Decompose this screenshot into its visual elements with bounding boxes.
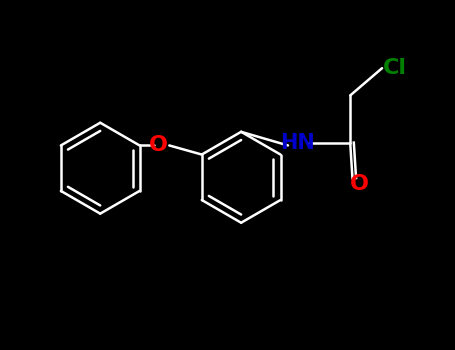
Text: O: O: [148, 135, 167, 155]
Text: O: O: [350, 174, 369, 194]
Text: Cl: Cl: [383, 58, 407, 78]
Text: HN: HN: [281, 133, 315, 153]
